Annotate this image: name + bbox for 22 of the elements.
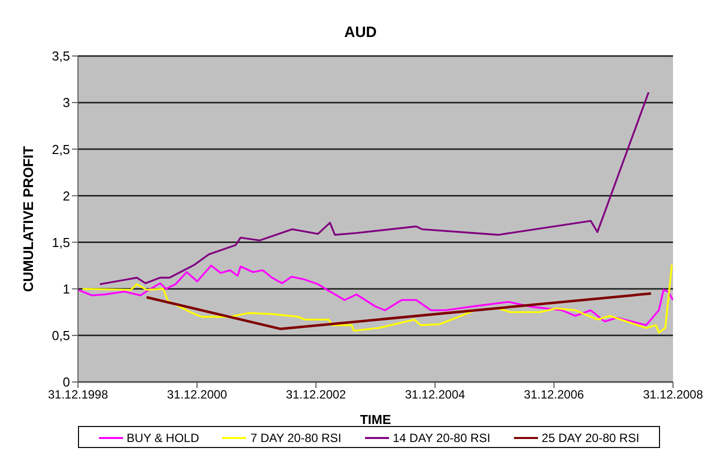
line-series: [98, 91, 650, 286]
x-tick-label: 31.12.2006: [524, 388, 584, 402]
y-tick-label: 1,5: [52, 234, 70, 250]
legend-label: 7 DAY 20-80 RSI: [250, 431, 342, 445]
y-tick-label: 0: [62, 374, 70, 390]
legend-label: BUY & HOLD: [126, 431, 200, 445]
y-tick-label: 2,5: [52, 142, 70, 157]
y-tick-label: 0,5: [52, 328, 70, 344]
x-tick-label: 31.12.2002: [286, 388, 346, 402]
y-axis-title: CUMULATIVE PROFIT: [20, 146, 36, 292]
y-tick-label: 1: [62, 281, 70, 296]
x-tick-label: 31.12.2008: [642, 388, 704, 402]
legend-label: 25 DAY 20-80 RSI: [542, 431, 640, 445]
chart-title: AUD: [343, 23, 378, 43]
y-tick-label: 2: [62, 188, 70, 204]
y-tick-label: 3: [62, 95, 70, 110]
x-axis-title: TIME: [360, 412, 392, 427]
y-tick-label: 3,5: [52, 48, 70, 64]
x-tick-label: 31.12.2000: [167, 388, 228, 402]
x-tick-label: 31.12.2004: [405, 388, 466, 402]
x-tick-label: 31.12.1998: [48, 388, 108, 402]
legend-label: 14 DAY 20-80 RSI: [392, 431, 490, 445]
